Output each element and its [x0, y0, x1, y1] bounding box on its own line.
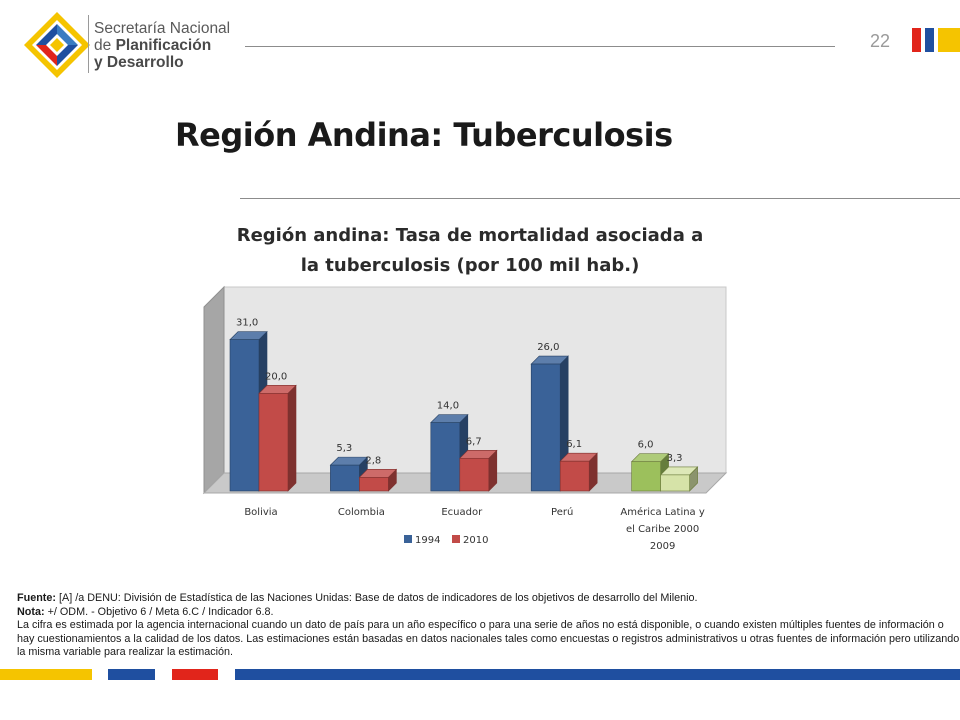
source-text: [A] /a DENU: División de Estadística de … [56, 592, 698, 604]
organization-name: Secretaría Nacional de Planificación y D… [94, 20, 230, 71]
source-note: Fuente: [A] /a DENU: División de Estadís… [17, 592, 960, 606]
bar-2010-0 [258, 393, 289, 492]
legend-label-1994: 1994 [415, 535, 440, 546]
data-label-1994-3: 26,0 [537, 342, 559, 353]
data-label-1994-0: 31,0 [236, 318, 258, 329]
note-label: Nota: [17, 605, 45, 618]
org-name-line2-prefix: de [94, 37, 116, 54]
flag-yellow-bar [938, 28, 960, 52]
data-label-2010-3: 6,1 [566, 439, 582, 450]
x-tick-label-2-0: Ecuador [441, 507, 483, 518]
org-name-line2: de Planificación [94, 37, 230, 54]
footer-bar-yellow [0, 669, 92, 680]
bar-1994-4 [631, 461, 661, 492]
bar-side-1-0 [287, 384, 297, 492]
secretaria-logo-icon [24, 12, 90, 78]
bar-1994-1 [330, 464, 360, 492]
bar-2010-1 [359, 477, 389, 492]
bar-2010-2 [459, 457, 490, 492]
footer-bar-blue-small [108, 669, 155, 680]
legend-label-2010: 2010 [463, 535, 488, 546]
source-label: Fuente: [17, 592, 56, 604]
org-name-line3: y Desarrollo [94, 54, 184, 71]
x-tick-label-3-0: Perú [551, 506, 573, 518]
flag-blue-bar [925, 28, 934, 52]
bar-2010-4 [660, 474, 690, 492]
note-text: +/ ODM. - Objetivo 6 / Meta 6.C / Indica… [44, 605, 274, 618]
flag-red-bar [912, 28, 921, 52]
data-label-2010-1: 2,8 [365, 455, 381, 466]
footer-bar-blue [235, 669, 960, 680]
note-body: La cifra es estimada por la agencia inte… [17, 619, 960, 659]
data-label-1994-1: 5,3 [336, 443, 352, 454]
bar-1994-0 [229, 339, 260, 492]
x-tick-label-4-2: 2009 [650, 541, 675, 552]
data-label-1994-4: 6,0 [638, 440, 654, 451]
x-tick-label-1-0: Colombia [338, 507, 385, 518]
legend-swatch-1994 [404, 535, 412, 543]
page-number: 22 [870, 31, 891, 51]
x-tick-label-4-0: América Latina y [620, 506, 704, 518]
data-label-2010-0: 20,0 [265, 371, 287, 382]
footnotes: Fuente: [A] /a DENU: División de Estadís… [17, 592, 960, 660]
mortality-bar-chart: 31,0 20,0 Bolivia 5,3 2,8 Colombia 14,0 6,7 Ecua… [202, 285, 728, 552]
slide-title: Región Andina: Tuberculosis [175, 116, 673, 154]
data-label-2010-4: 3,3 [667, 453, 683, 464]
data-label-1994-2: 14,0 [437, 401, 459, 412]
chart-title-line1: Región andina: Tasa de mortalidad asocia… [236, 225, 704, 246]
data-label-2010-2: 6,7 [466, 436, 482, 447]
org-name-line1: Secretaría Nacional [94, 20, 231, 37]
bar-1994-2 [430, 422, 461, 492]
title-rule [240, 198, 960, 199]
org-name-line2-bold: Planificación [115, 37, 212, 54]
footer-bar-red [172, 669, 218, 680]
chart-title: Región andina: Tasa de mortalidad asocia… [200, 221, 740, 281]
bar-1994-3 [530, 363, 561, 492]
header-rule [245, 46, 835, 47]
legend-swatch-2010 [452, 535, 460, 543]
methodology-note: Nota: +/ ODM. - Objetivo 6 / Meta 6.C / … [17, 606, 960, 620]
logo-divider [88, 15, 89, 73]
chart-side-wall [203, 285, 225, 495]
x-tick-label-0-0: Bolivia [244, 507, 277, 518]
x-tick-label-4-1: el Caribe 2000 [626, 524, 699, 535]
bar-2010-3 [559, 460, 590, 492]
chart-title-line2: la tuberculosis (por 100 mil hab.) [300, 255, 640, 276]
